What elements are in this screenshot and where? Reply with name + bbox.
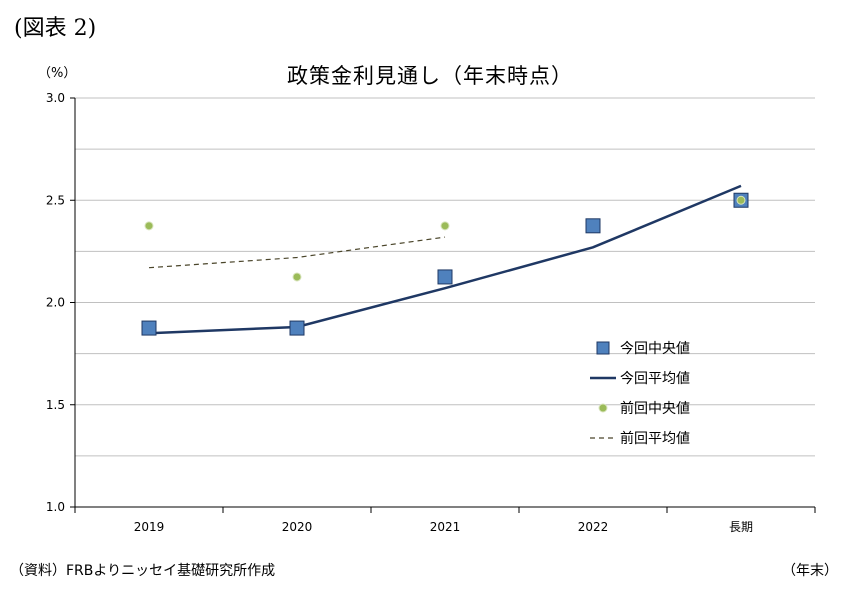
marker-previous-median — [292, 272, 302, 282]
series-line-current-mean — [148, 184, 742, 335]
source-note: （資料）FRBよりニッセイ基礎研究所作成 — [10, 563, 276, 579]
y-tick-label: 2.5 — [46, 193, 65, 207]
y-tick-label: 3.0 — [46, 91, 65, 105]
x-tick-label: 2022 — [578, 520, 609, 534]
y-tick-label: 2.0 — [46, 296, 65, 310]
marker-previous-median — [440, 221, 450, 231]
axis-layer: 1.0 1.5 2.0 2.5 3.0 2019 2020 2021 2022 長期 — [46, 91, 816, 534]
series-layer — [141, 184, 749, 336]
legend-label: 今回平均値 — [620, 371, 690, 387]
x-tick-label: 2021 — [430, 520, 461, 534]
y-tick-label: 1.0 — [46, 500, 65, 514]
legend-swatch-previous-median — [598, 403, 608, 413]
marker-current-median — [585, 218, 601, 234]
legend-swatch-current-median — [596, 341, 610, 355]
x-tick-label: 2019 — [134, 520, 165, 534]
legend-label: 前回平均値 — [620, 430, 690, 447]
chart-title: 政策金利見通し（年末時点） — [287, 64, 573, 88]
x-tick-label: 2020 — [282, 520, 313, 534]
figure-label: (図表 2) — [14, 16, 97, 41]
series-line-previous-mean — [148, 236, 446, 269]
y-tick-label: 1.5 — [46, 398, 65, 412]
x-unit-note: （年末） — [782, 563, 838, 579]
marker-current-median — [437, 269, 453, 285]
marker-previous-median — [144, 221, 154, 231]
legend-label: 今回中央値 — [620, 341, 690, 357]
marker-previous-median — [736, 195, 746, 205]
marker-current-median — [289, 320, 305, 336]
legend-label: 前回中央値 — [620, 400, 690, 417]
y-unit-label: （%） — [38, 66, 77, 81]
grid-layer — [75, 97, 815, 508]
marker-current-median — [141, 320, 157, 336]
x-tick-label: 長期 — [729, 520, 753, 534]
